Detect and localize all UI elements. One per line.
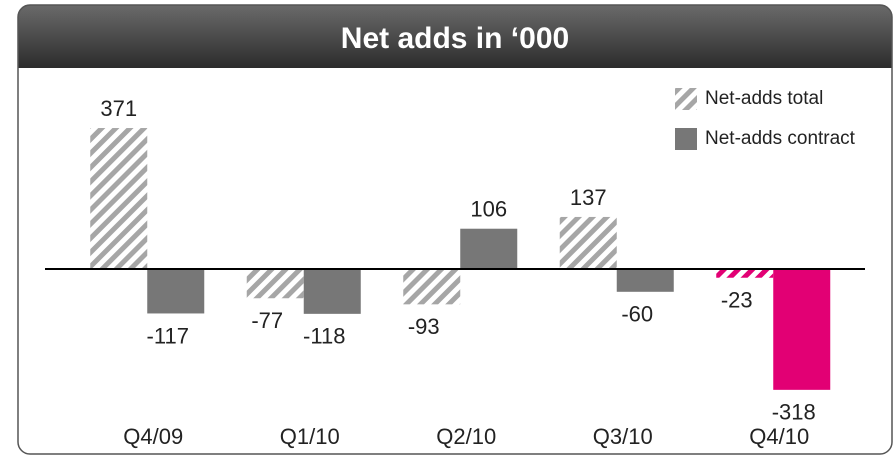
bar: [403, 269, 461, 305]
bar: [90, 128, 148, 269]
value-label: 137: [570, 185, 607, 210]
x-tick-label: Q3/10: [593, 424, 653, 449]
x-tick-label: Q4/10: [749, 424, 809, 449]
bar: [246, 269, 304, 299]
legend-swatch: [675, 88, 697, 110]
bar: [559, 216, 617, 269]
x-tick-label: Q2/10: [436, 424, 496, 449]
x-tick-label: Q1/10: [280, 424, 340, 449]
panel: [18, 5, 892, 454]
bar: [147, 269, 205, 314]
chart-title: Net adds in ‘000: [341, 22, 569, 55]
frame: [17, 4, 893, 455]
bar: [616, 269, 674, 292]
bar: [716, 269, 774, 278]
header: [18, 5, 892, 68]
value-label: 106: [470, 197, 507, 222]
legend-label: Net-adds contract: [705, 128, 856, 149]
legend-swatch: [675, 128, 697, 150]
legend-label: Net-adds total: [705, 88, 823, 109]
value-label: -118: [303, 324, 345, 349]
value-label: -117: [147, 323, 189, 348]
value-label: -77: [251, 308, 283, 333]
value-label: 371: [100, 96, 137, 121]
x-tick-label: Q4/09: [123, 424, 183, 449]
value-label: -318: [772, 400, 816, 425]
bar: [460, 228, 518, 269]
value-label: -23: [721, 288, 753, 313]
bar: [773, 269, 831, 390]
value-label: -93: [408, 314, 440, 339]
value-label: -60: [621, 302, 653, 327]
bar: [303, 269, 361, 314]
